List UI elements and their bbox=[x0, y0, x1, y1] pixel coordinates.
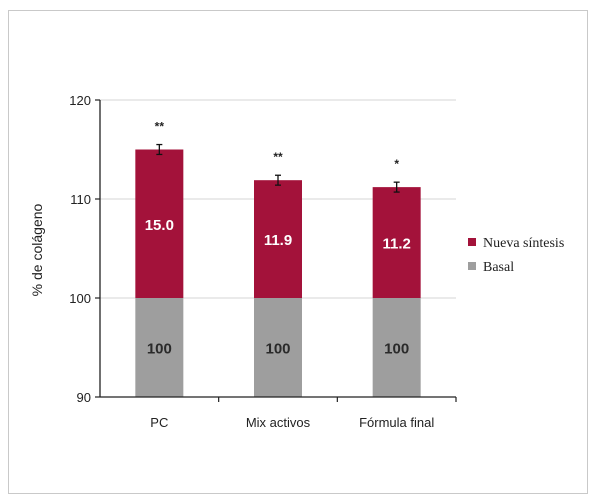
x-category-label: Fórmula final bbox=[359, 415, 434, 430]
significance-marker: ** bbox=[155, 120, 165, 134]
bar-nueva-label: 15.0 bbox=[145, 217, 174, 234]
legend-label: Basal bbox=[483, 260, 514, 275]
y-tick-label: 90 bbox=[77, 390, 91, 405]
y-axis-label: % de colágeno bbox=[29, 203, 45, 296]
bar-nueva-sintesis bbox=[254, 180, 302, 298]
axes: 90 100 110 120 PC Mix activos Fórmula final bbox=[69, 93, 457, 430]
x-category-label: Mix activos bbox=[246, 415, 311, 430]
bar-nueva-label: 11.9 bbox=[264, 232, 292, 249]
bar-nueva-sintesis bbox=[135, 149, 184, 298]
bar-nueva-label: 11.2 bbox=[382, 236, 410, 253]
x-category-label: PC bbox=[150, 415, 168, 430]
bar-nueva-sintesis bbox=[372, 187, 421, 298]
bar-basal-label: 100 bbox=[147, 341, 172, 358]
legend: Nueva síntesis Basal bbox=[468, 236, 564, 275]
y-tick-label: 100 bbox=[69, 291, 91, 306]
significance-marker: * bbox=[394, 157, 399, 171]
bar-basal bbox=[372, 298, 421, 397]
y-tick-label: 120 bbox=[69, 93, 91, 108]
y-tick-label: 110 bbox=[70, 192, 91, 207]
bar-basal bbox=[254, 298, 302, 397]
bars: 100 15.0 ** 100 11.9 ** 100 11.2 * bbox=[135, 120, 421, 397]
legend-swatch bbox=[468, 238, 476, 246]
bar-basal bbox=[135, 298, 184, 397]
bar-basal-label: 100 bbox=[384, 341, 409, 358]
legend-swatch bbox=[468, 262, 476, 270]
legend-label: Nueva síntesis bbox=[483, 236, 564, 251]
significance-marker: ** bbox=[273, 150, 283, 164]
bar-basal-label: 100 bbox=[265, 341, 290, 358]
